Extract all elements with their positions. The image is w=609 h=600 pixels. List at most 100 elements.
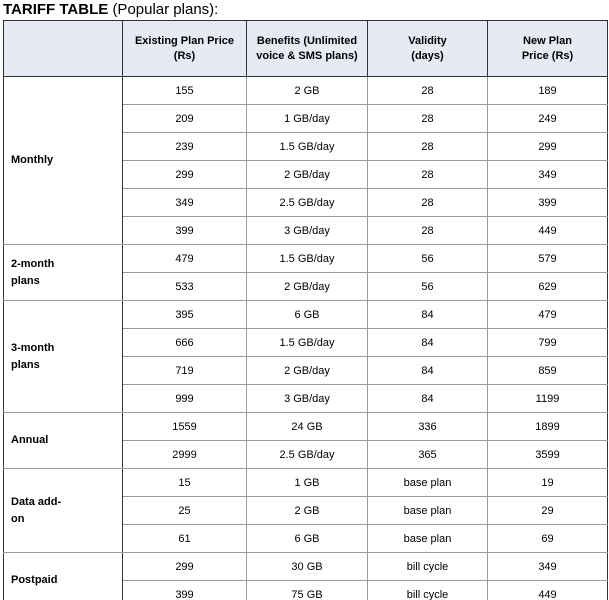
cell: 155 xyxy=(122,76,247,105)
cell: 15 xyxy=(122,468,247,497)
table-row: 299 2 GB/day 28 349 xyxy=(4,160,608,189)
table-row: 61 6 GB base plan 69 xyxy=(4,524,608,553)
cell: 1.5 GB/day xyxy=(246,328,368,357)
cell: 1899 xyxy=(487,412,608,441)
cell: 399 xyxy=(122,216,247,245)
table-row: Monthly 155 2 GB 28 189 xyxy=(3,76,608,245)
table-row: Annual 1559 24 GB 336 1899 xyxy=(3,412,608,469)
cell: 28 xyxy=(367,160,488,189)
column-header: Benefits (Unlimited voice & SMS plans) xyxy=(246,20,368,77)
cell: 239 xyxy=(122,132,247,161)
table-row: 666 1.5 GB/day 84 799 xyxy=(4,328,608,357)
cell: 449 xyxy=(487,580,608,600)
cell: 479 xyxy=(487,300,608,329)
cell: 479 xyxy=(122,244,247,273)
cell: 1199 xyxy=(487,384,608,413)
cell: 629 xyxy=(487,272,608,301)
cell: base plan xyxy=(367,468,488,497)
cell: 28 xyxy=(367,188,488,217)
cell: 25 xyxy=(122,496,247,525)
cell: 336 xyxy=(367,412,488,441)
table-body: Monthly 155 2 GB 28 189 209 1 GB/day 28 249 239 1.… xyxy=(3,76,608,600)
cell: 719 xyxy=(122,356,247,385)
cell: 449 xyxy=(487,216,608,245)
cell: 2 GB xyxy=(246,76,368,105)
cell: 24 GB xyxy=(246,412,368,441)
cell: 29 xyxy=(487,496,608,525)
cell: 6 GB xyxy=(246,300,368,329)
cell: 666 xyxy=(122,328,247,357)
cell: base plan xyxy=(367,524,488,553)
cell: 84 xyxy=(367,328,488,357)
table-row: 239 1.5 GB/day 28 299 xyxy=(4,132,608,161)
cell: 2 GB xyxy=(246,496,368,525)
group-label-text: Postpaid xyxy=(11,574,58,586)
cell: 365 xyxy=(367,440,488,469)
cell: 28 xyxy=(367,132,488,161)
tariff-table: Existing Plan Price (Rs) Benefits (Unlimi… xyxy=(3,20,608,600)
group-label: 2-month plans xyxy=(3,244,123,301)
table-row: 25 2 GB base plan 29 xyxy=(4,496,608,525)
cell: 249 xyxy=(487,104,608,133)
cell: 209 xyxy=(122,104,247,133)
cell: 69 xyxy=(487,524,608,553)
cell: 399 xyxy=(122,580,247,600)
heading: TARIFF TABLE (Popular plans): xyxy=(3,1,218,18)
column-header-text: Validity (days) xyxy=(408,34,447,62)
cell: 6 GB xyxy=(246,524,368,553)
cell: 19 xyxy=(487,468,608,497)
column-header-text: Existing Plan Price (Rs) xyxy=(134,34,235,62)
cell: 299 xyxy=(122,160,247,189)
cell: 2999 xyxy=(122,440,247,469)
cell: base plan xyxy=(367,496,488,525)
table-row: Data add-on 15 1 GB base plan 19 xyxy=(3,468,608,553)
cell: 1.5 GB/day xyxy=(246,244,368,273)
cell: 533 xyxy=(122,272,247,301)
cell: 299 xyxy=(487,132,608,161)
table-row: 209 1 GB/day 28 249 xyxy=(4,104,608,133)
column-header-text: New Plan Price (Rs) xyxy=(521,34,574,62)
group-label: 3-month plans xyxy=(3,300,123,413)
cell: 56 xyxy=(367,244,488,273)
corner-cell xyxy=(3,20,123,77)
cell: 2 GB/day xyxy=(246,356,368,385)
cell: 75 GB xyxy=(246,580,368,600)
title: TARIFF TABLE xyxy=(3,1,109,18)
cell: 799 xyxy=(487,328,608,357)
cell: 84 xyxy=(367,384,488,413)
cell: 299 xyxy=(122,552,247,581)
subtitle: (Popular plans): xyxy=(112,1,219,18)
group-label: Postpaid xyxy=(3,552,123,600)
cell: 56 xyxy=(367,272,488,301)
cell: 1.5 GB/day xyxy=(246,132,368,161)
group-label-text: 2-month plans xyxy=(11,257,55,287)
cell: 999 xyxy=(122,384,247,413)
cell: 2 GB/day xyxy=(246,160,368,189)
cell: 189 xyxy=(487,76,608,105)
table-row: 399 3 GB/day 28 449 xyxy=(4,216,608,245)
cell: 84 xyxy=(367,356,488,385)
header-row: Existing Plan Price (Rs) Benefits (Unlimi… xyxy=(3,20,608,77)
group-label-text: Data add-on xyxy=(11,495,62,525)
table-row: Postpaid 299 30 GB bill cycle 349 xyxy=(3,552,608,600)
table-row: 533 2 GB/day 56 629 xyxy=(4,272,608,301)
cell: 3 GB/day xyxy=(246,384,368,413)
cell: 395 xyxy=(122,300,247,329)
cell: 1559 xyxy=(122,412,247,441)
group-label: Monthly xyxy=(3,76,123,245)
group-label-text: Annual xyxy=(11,434,49,446)
cell: 28 xyxy=(367,216,488,245)
group-label: Annual xyxy=(3,412,123,469)
cell: 349 xyxy=(487,160,608,189)
cell: 1 GB xyxy=(246,468,368,497)
table-row: 719 2 GB/day 84 859 xyxy=(4,356,608,385)
cell: 2.5 GB/day xyxy=(246,188,368,217)
cell: 2 GB/day xyxy=(246,272,368,301)
cell: 579 xyxy=(487,244,608,273)
group-label-text: 3-month plans xyxy=(11,341,55,371)
cell: 399 xyxy=(487,188,608,217)
cell: 30 GB xyxy=(246,552,368,581)
cell: 859 xyxy=(487,356,608,385)
cell: 1 GB/day xyxy=(246,104,368,133)
cell: 349 xyxy=(487,552,608,581)
